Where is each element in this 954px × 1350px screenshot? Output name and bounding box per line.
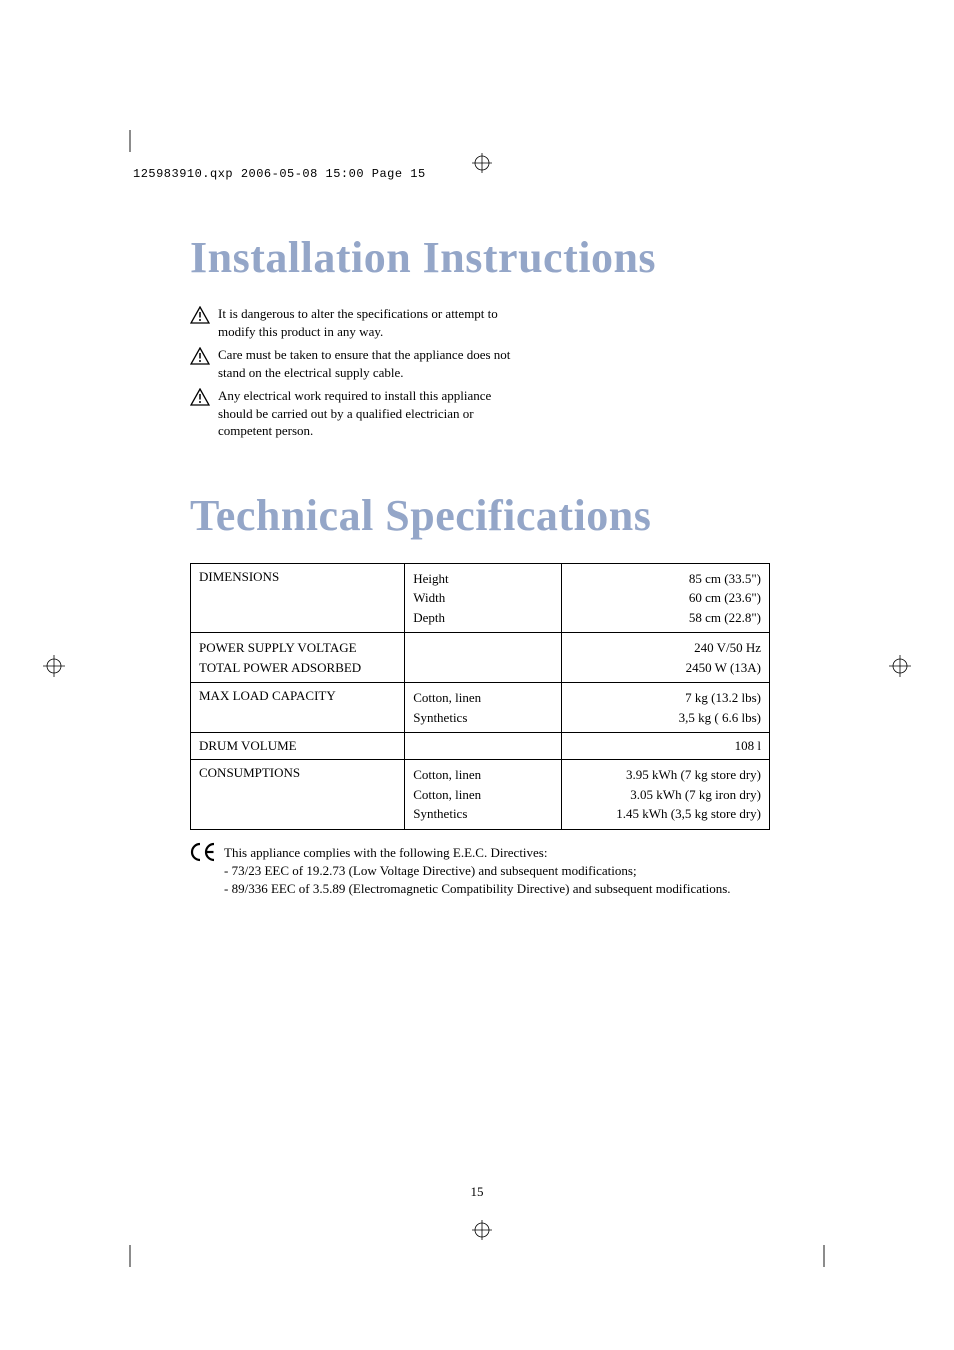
spec-val: 3.95 kWh (7 kg store dry) 3.05 kWh (7 kg… (561, 760, 769, 830)
technical-title: Technical Specifications (190, 490, 770, 541)
spec-mid-line: Synthetics (413, 806, 467, 821)
spec-mid (405, 733, 561, 760)
spec-val-line: 3,5 kg ( 6.6 lbs) (679, 710, 761, 725)
spec-val-line: 2450 W (13A) (686, 660, 761, 675)
trim-mark-top-left (104, 130, 134, 182)
warning-text: It is dangerous to alter the specificati… (218, 305, 513, 340)
trim-mark-bottom-left (108, 1227, 132, 1267)
table-row: MAX LOAD CAPACITY Cotton, linen Syntheti… (191, 683, 770, 733)
spec-mid-line: Cotton, linen (413, 787, 481, 802)
ce-line: - 89/336 EEC of 3.5.89 (Electromagnetic … (224, 881, 731, 896)
ce-compliance-block: This appliance complies with the followi… (190, 844, 770, 899)
spec-table: DIMENSIONS Height Width Depth 85 cm (33.… (190, 563, 770, 830)
warnings-block: It is dangerous to alter the specificati… (190, 305, 770, 440)
spec-mid-line: Cotton, linen (413, 767, 481, 782)
table-row: CONSUMPTIONS Cotton, linen Cotton, linen… (191, 760, 770, 830)
crop-header-text: 125983910.qxp 2006-05-08 15:00 Page 15 (133, 167, 426, 181)
spec-label-line: TOTAL POWER ADSORBED (199, 660, 361, 675)
spec-val: 108 l (561, 733, 769, 760)
installation-title: Installation Instructions (190, 232, 770, 283)
warning-row: It is dangerous to alter the specificati… (190, 305, 770, 340)
ce-text: This appliance complies with the followi… (224, 844, 731, 899)
spec-label: MAX LOAD CAPACITY (191, 683, 405, 733)
spec-label: POWER SUPPLY VOLTAGE TOTAL POWER ADSORBE… (191, 633, 405, 683)
ce-mark-icon (190, 842, 218, 866)
warning-row: Care must be taken to ensure that the ap… (190, 346, 770, 381)
spec-mid (405, 633, 561, 683)
register-mark-bottom (472, 1220, 492, 1240)
spec-val-line: 85 cm (33.5") (689, 571, 761, 586)
spec-val-line: 240 V/50 Hz (694, 640, 761, 655)
spec-val: 7 kg (13.2 lbs) 3,5 kg ( 6.6 lbs) (561, 683, 769, 733)
spec-mid-line: Depth (413, 610, 445, 625)
table-row: DIMENSIONS Height Width Depth 85 cm (33.… (191, 563, 770, 633)
table-row: DRUM VOLUME 108 l (191, 733, 770, 760)
spec-mid: Height Width Depth (405, 563, 561, 633)
spec-label: DRUM VOLUME (191, 733, 405, 760)
spec-val: 85 cm (33.5") 60 cm (23.6") 58 cm (22.8"… (561, 563, 769, 633)
spec-mid-line: Width (413, 590, 445, 605)
spec-mid-line: Synthetics (413, 710, 467, 725)
content-area: Installation Instructions It is dangerou… (190, 232, 770, 898)
spec-label: DIMENSIONS (191, 563, 405, 633)
spec-label: CONSUMPTIONS (191, 760, 405, 830)
spec-val-line: 7 kg (13.2 lbs) (685, 690, 761, 705)
spec-val-line: 58 cm (22.8") (689, 610, 761, 625)
spec-val-line: 3.95 kWh (7 kg store dry) (626, 767, 761, 782)
page-number: 15 (0, 1184, 954, 1200)
warning-text: Any electrical work required to install … (218, 387, 513, 440)
trim-mark-top-left-h (82, 152, 106, 156)
register-mark-top (472, 153, 492, 173)
spec-val-line: 1.45 kWh (3,5 kg store dry) (616, 806, 761, 821)
warning-text: Care must be taken to ensure that the ap… (218, 346, 513, 381)
warning-icon (190, 306, 218, 329)
spec-val: 240 V/50 Hz 2450 W (13A) (561, 633, 769, 683)
spec-label-line: POWER SUPPLY VOLTAGE (199, 640, 357, 655)
spec-mid: Cotton, linen Cotton, linen Synthetics (405, 760, 561, 830)
ce-line: - 73/23 EEC of 19.2.73 (Low Voltage Dire… (224, 863, 637, 878)
warning-row: Any electrical work required to install … (190, 387, 770, 440)
ce-line: This appliance complies with the followi… (224, 845, 547, 860)
table-row: POWER SUPPLY VOLTAGE TOTAL POWER ADSORBE… (191, 633, 770, 683)
spec-mid-line: Cotton, linen (413, 690, 481, 705)
warning-icon (190, 388, 218, 411)
register-mark-right (889, 655, 911, 677)
spec-mid: Cotton, linen Synthetics (405, 683, 561, 733)
spec-val-line: 3.05 kWh (7 kg iron dry) (630, 787, 761, 802)
spec-val-line: 60 cm (23.6") (689, 590, 761, 605)
register-mark-left (43, 655, 65, 677)
spec-mid-line: Height (413, 571, 448, 586)
document-page: 125983910.qxp 2006-05-08 15:00 Page 15 I… (0, 0, 954, 1350)
trim-mark-bottom-right (822, 1227, 846, 1267)
warning-icon (190, 347, 218, 370)
